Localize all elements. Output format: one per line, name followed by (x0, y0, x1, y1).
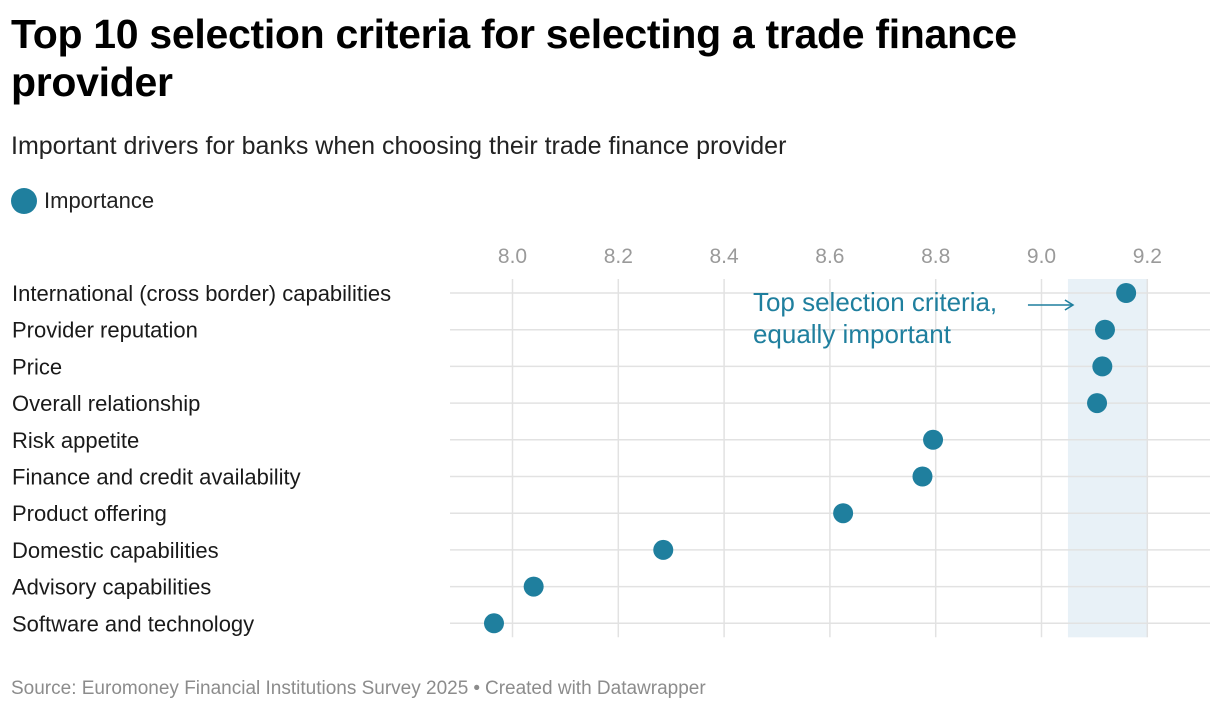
x-tick-label: 8.6 (815, 245, 844, 268)
category-label: Product offering (12, 501, 167, 526)
data-point (523, 576, 544, 597)
category-label: Price (12, 354, 62, 379)
data-point (1087, 393, 1108, 414)
data-point (1116, 283, 1137, 303)
x-tick-label: 8.4 (709, 245, 739, 268)
category-label: Overall relationship (12, 391, 200, 416)
annotation-arrowhead-icon (1064, 299, 1075, 311)
x-tick-label: 9.2 (1133, 245, 1162, 268)
credit-note: Created with Datawrapper (484, 678, 706, 699)
category-label: Provider reputation (12, 318, 198, 343)
annotation-line-1: Top selection criteria, (753, 287, 997, 317)
legend-label: Importance (44, 188, 155, 213)
footer-separator: • (473, 678, 480, 699)
x-tick-label: 8.0 (498, 245, 527, 268)
chart-subtitle: Important drivers for banks when choosin… (11, 132, 787, 160)
source-note: Source: Euromoney Financial Institutions… (11, 678, 469, 699)
x-tick-label: 8.2 (604, 245, 633, 268)
category-label: Software and technology (12, 611, 254, 636)
x-tick-label: 8.8 (921, 245, 950, 268)
data-point (653, 539, 674, 560)
data-point (1092, 356, 1113, 377)
category-label: Risk appetite (12, 428, 139, 453)
data-point (833, 503, 854, 524)
data-point (483, 613, 504, 634)
legend: Importance (11, 188, 154, 214)
chart-title: Top 10 selection criteria for selecting … (11, 11, 1017, 105)
data-point (912, 466, 933, 487)
category-label: Finance and credit availability (12, 465, 301, 490)
data-point (923, 429, 944, 450)
footer: Source: Euromoney Financial Institutions… (11, 678, 706, 700)
category-label: Advisory capabilities (12, 575, 211, 600)
data-point (1094, 319, 1115, 340)
legend-dot-icon (11, 188, 37, 214)
category-label: Domestic capabilities (12, 538, 219, 563)
annotation-line-2: equally important (753, 319, 952, 349)
x-tick-label: 9.0 (1027, 245, 1056, 268)
category-label: International (cross border) capabilitie… (12, 281, 391, 306)
